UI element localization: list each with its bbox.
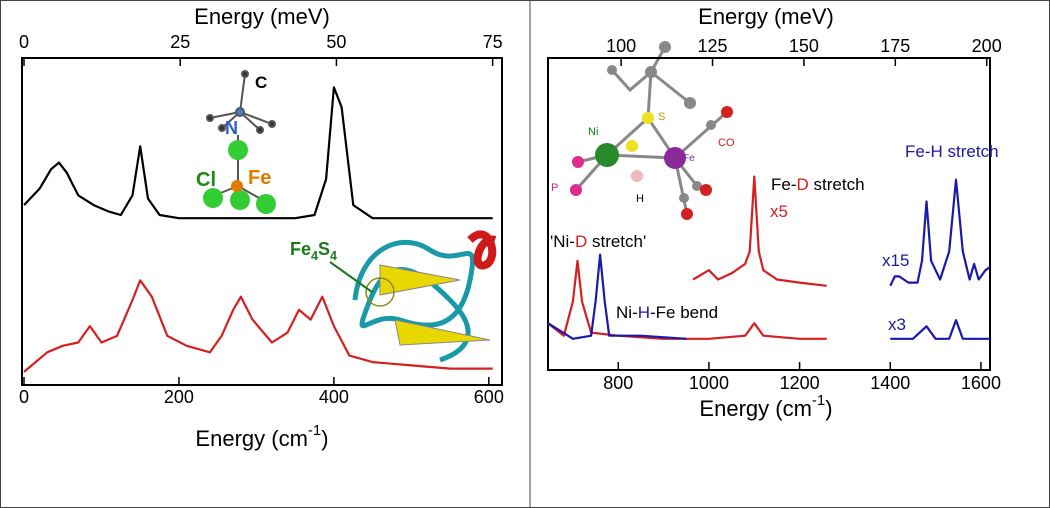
x-tick-label: 200 [164,387,194,407]
annotation: x5 [770,202,788,221]
annotation-part: CO [718,137,735,149]
annotation: Fe-D stretch [771,175,865,194]
annotation-part: stretch [809,175,865,194]
spectrum-line [547,253,990,340]
top-x-tick-label: 0 [19,32,29,52]
annotation-part: D [797,175,809,194]
spectrum-line [23,86,493,220]
annotation: N [225,118,238,138]
spectrum-line [547,259,827,340]
spectrum-line [23,279,493,373]
annotation-part: stretch' [587,232,646,251]
x-axis-label-part: -1 [308,422,321,439]
top-x-tick-label: 125 [697,36,727,56]
chart: 0 200 400 600 0 25 50 75 Energy (meV) Energy (cm-… [19,4,504,451]
annotation-part: -Fe bend [650,303,718,322]
annotation-part: Cl [196,169,216,191]
molecule-nife [570,41,733,220]
annotation-part: H [931,142,943,161]
annotation: 'Ni-D stretch' [550,232,646,251]
top-x-tick-label: 50 [326,32,346,52]
top-x-tick-label: 75 [483,32,503,52]
annotation: Fe4S4 [290,239,337,264]
annotation-part: D [575,232,587,251]
annotation: P [551,182,558,194]
top-x-tick-label: 100 [606,36,636,56]
x-tick-label: 1000 [689,373,729,393]
annotation-part: stretch [943,142,999,161]
protein-ribbon [329,230,497,363]
annotation-part: 4 [330,249,337,263]
annotation-part: H [636,193,644,205]
annotation: H [636,193,644,205]
x-tick-label: 0 [19,387,29,407]
annotation-part: Fe [290,239,311,259]
top-x-tick-label: 200 [972,36,1002,56]
annotation-part: N [225,118,238,138]
annotation-part: Ni- [616,303,638,322]
annotation-part: Ni [588,126,598,138]
annotation-part: H [638,303,650,322]
top-axis-label: Energy (meV) [698,4,834,29]
molecule-fecl [203,70,276,214]
top-x-tick-label: 25 [170,32,190,52]
x-tick-label: 1400 [870,373,910,393]
annotation-part: P [551,182,558,194]
x-tick-label: 1200 [780,373,820,393]
annotation: C [255,73,267,92]
annotation: Ni-H-Fe bend [616,303,718,322]
annotation: S [658,111,665,123]
annotation-part: x5 [770,202,788,221]
top-x-tick-label: 150 [789,36,819,56]
x-axis-label-part: Energy (cm [195,426,307,451]
x-axis-label-part: -1 [812,392,825,409]
annotation: CO [718,137,735,149]
annotation-part: S [658,111,665,123]
spectrum-line [889,178,991,287]
x-tick-label: 800 [603,373,633,393]
annotation: x3 [888,315,906,334]
top-axis-label: Energy (meV) [194,4,330,29]
top-x-tick-label: 175 [880,36,910,56]
x-axis-label-part: ) [321,426,328,451]
annotation: Fe [248,167,271,189]
plot-frame [21,57,503,386]
annotation: Ni [588,126,598,138]
annotation-part: x15 [882,251,909,270]
x-tick-label: 600 [474,387,504,407]
annotation-part: 4 [311,249,318,263]
x-axis-label: Energy (cm-1) [195,422,328,450]
annotation: Cl [196,169,216,191]
annotation-part: C [255,73,267,92]
annotation-part: x3 [888,315,906,334]
chart: 800 1000 1200 1400 1600 100 125 150 175 200 Energy… [547,4,1002,421]
plot-frame [547,57,991,371]
spectrum-line [692,175,827,287]
x-axis-label-part: Energy (cm [699,396,811,421]
annotation-part: Fe- [771,175,797,194]
annotation-part: Fe- [905,142,931,161]
annotation-part: Fe [683,153,695,164]
annotation: Fe [683,153,695,164]
x-tick-label: 1600 [961,373,1001,393]
annotation: Fe-H stretch [905,142,999,161]
annotation-part: Fe [248,167,271,189]
annotation-part: 'Ni- [550,232,575,251]
x-tick-label: 400 [319,387,349,407]
x-axis-label: Energy (cm-1) [699,392,832,420]
annotation: x15 [882,251,909,270]
annotation-part: S [318,239,330,259]
x-axis-label-part: ) [825,396,832,421]
